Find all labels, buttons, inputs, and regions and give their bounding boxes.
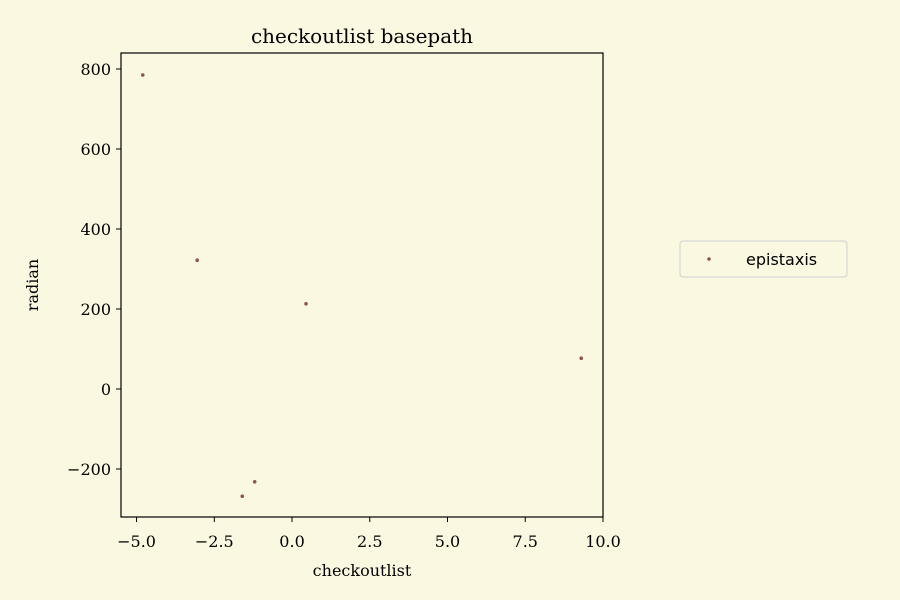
data-points [140,73,584,499]
x-tick-label: 10.0 [585,532,621,551]
y-tick-label: 600 [80,140,111,159]
data-point [304,302,308,306]
plot-area [120,52,604,518]
x-tick-label: −5.0 [117,532,156,551]
legend-marker [707,257,711,261]
x-tick-label: −2.5 [195,532,234,551]
y-axis-ticks: −200 0 200 400 600 800 [67,60,121,479]
y-tick-label: 0 [101,380,111,399]
legend: epistaxis [679,240,848,278]
x-tick-label: 0.0 [279,532,304,551]
data-point [140,73,145,77]
x-axis-ticks: −5.0 −2.5 0.0 2.5 5.0 7.5 10.0 [117,517,621,551]
chart-title: checkoutlist basepath [251,24,473,48]
data-point [240,494,245,499]
y-tick-label: −200 [67,460,111,479]
y-tick-label: 800 [80,60,111,79]
y-axis-label: radian [23,259,42,311]
data-point [252,480,257,484]
data-point [579,356,584,361]
x-tick-label: 7.5 [513,532,538,551]
legend-box [679,240,848,278]
legend-label: epistaxis [746,250,817,269]
x-axis-label: checkoutlist [313,561,412,580]
y-tick-label: 400 [80,220,111,239]
x-tick-label: 5.0 [435,532,460,551]
x-tick-label: 2.5 [357,532,382,551]
data-point [195,258,199,263]
y-tick-label: 200 [80,300,111,319]
